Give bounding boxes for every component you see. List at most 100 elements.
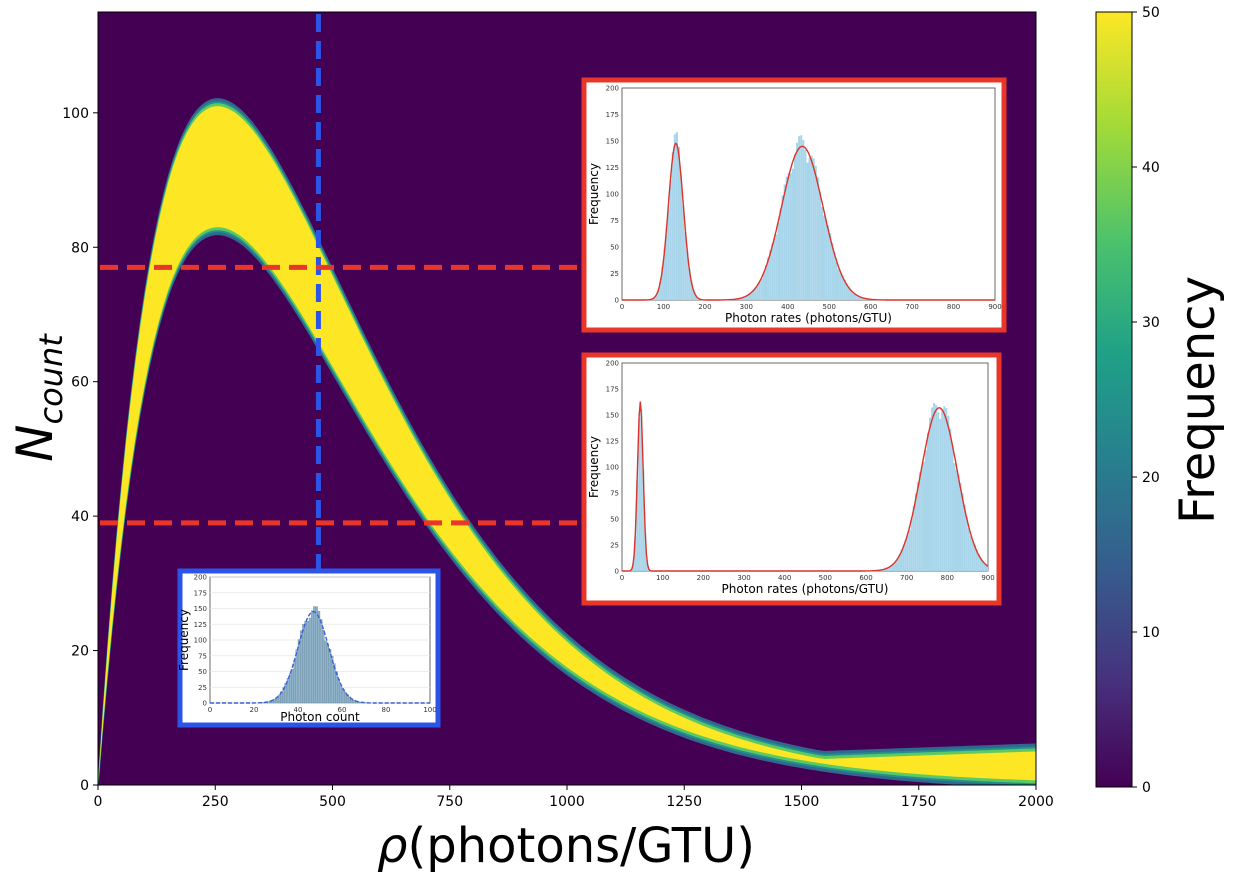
inset-x-tick-label: 600 xyxy=(864,303,877,311)
inset-y-tick-label: 125 xyxy=(194,621,207,629)
inset-y-tick-label: 75 xyxy=(198,652,207,660)
inset-histogram-bar xyxy=(324,640,327,704)
inset-histogram-bar xyxy=(983,564,986,571)
inset-histogram-bar xyxy=(661,266,664,300)
inset-x-tick-label: 700 xyxy=(900,574,913,582)
inset-histogram-bar xyxy=(754,286,757,300)
x-tick-label: 1750 xyxy=(901,794,937,810)
heatmap-band-layer-3 xyxy=(98,106,1036,785)
inset-histogram-bar xyxy=(806,162,809,300)
inset-histogram-bar xyxy=(692,289,695,300)
y-tick-label: 40 xyxy=(71,509,89,525)
colorbar-tick-label: 40 xyxy=(1142,160,1160,176)
inset-histogram-bar xyxy=(777,222,780,300)
inset-blue: 0 20 40 60 80 100 0 25 50 75 100 125 150 175 200 Photon… xyxy=(177,568,441,728)
colorbar: 0 10 20 30 40 50 Frequency xyxy=(1095,5,1226,796)
inset-histogram-bar xyxy=(798,136,801,300)
inset-y-label: Frequency xyxy=(587,163,601,225)
inset-histogram-bar xyxy=(769,250,772,300)
y-tick-label: 80 xyxy=(71,240,89,256)
inset-histogram-bar xyxy=(849,290,853,300)
heatmap-band-layer-2 xyxy=(98,103,1036,785)
inset-histogram-bar xyxy=(947,415,950,571)
inset-histogram-bar xyxy=(835,261,838,300)
inset-fit-curve xyxy=(622,142,995,301)
inset-histogram-bar xyxy=(284,682,288,704)
inset-histogram-bar xyxy=(852,292,855,300)
inset-histogram-bar xyxy=(744,296,747,300)
inset-histogram-bar xyxy=(335,671,338,704)
inset-x-tick-label: 500 xyxy=(823,303,836,311)
inset-histogram-bar xyxy=(886,567,889,571)
inset-histogram-bar xyxy=(750,291,753,300)
inset-histogram-bar xyxy=(752,289,755,300)
inset-histogram-bar xyxy=(820,206,824,300)
inset-y-tick-label: 75 xyxy=(610,217,619,225)
inset-histogram-bar xyxy=(963,504,966,571)
inset-x-tick-label: 200 xyxy=(698,303,711,311)
inset-histogram-bar xyxy=(831,242,834,300)
inset-x-tick-label: 900 xyxy=(981,574,994,582)
inset-histogram-bar xyxy=(640,408,643,571)
inset-histogram-bar xyxy=(837,269,840,300)
inset-histogram-bar xyxy=(300,630,303,704)
inset-histogram-bar xyxy=(785,176,788,300)
y-tick-label: 60 xyxy=(71,375,89,391)
inset-histogram-bar xyxy=(908,529,911,571)
inset-histogram-bar xyxy=(985,565,988,571)
inset-histogram-bar xyxy=(808,157,811,300)
inset-histogram-bar xyxy=(854,294,857,300)
inset-histogram-bar xyxy=(665,228,668,300)
inset-histogram-bar xyxy=(339,685,343,704)
x-tick-label: 1250 xyxy=(666,794,702,810)
inset-x-tick-label: 900 xyxy=(988,303,1001,311)
inset-histogram-bar xyxy=(655,295,658,300)
inset-histogram-bar xyxy=(315,606,318,704)
inset-histogram-bar xyxy=(957,474,960,571)
inset-histogram-bar xyxy=(677,146,681,300)
inset-histogram-bar xyxy=(916,481,919,571)
inset-histogram-bar xyxy=(802,140,805,300)
inset-histogram-bar xyxy=(839,272,842,300)
inset-y-tick-label: 150 xyxy=(194,605,207,613)
inset-histogram-bar xyxy=(675,132,678,300)
inset-histogram-bar xyxy=(959,482,962,571)
inset-y-tick-label: 50 xyxy=(610,516,619,524)
inset-histogram-bar xyxy=(319,619,323,704)
inset-y-tick-label: 175 xyxy=(194,589,207,597)
x-tick-label: 1000 xyxy=(549,794,585,810)
heatmap-band-layer-1 xyxy=(98,101,1036,785)
inset-histogram-bar xyxy=(696,297,699,300)
inset-y-tick-label: 25 xyxy=(198,684,207,692)
inset-histogram-bar xyxy=(688,267,691,300)
inset-y-tick-label: 0 xyxy=(615,568,619,576)
inset-histogram-bar xyxy=(896,558,899,571)
inset-histogram-bar xyxy=(742,297,745,300)
inset-y-tick-label: 25 xyxy=(610,542,619,550)
inset-histogram-bar xyxy=(955,469,958,571)
inset-histogram-bar xyxy=(929,417,932,571)
inset-x-tick-label: 200 xyxy=(697,574,710,582)
inset-histogram-bar xyxy=(789,173,792,300)
inset-histogram-bar xyxy=(933,403,936,571)
inset-histogram-bar xyxy=(833,252,836,300)
inset-x-label: Photon rates (photons/GTU) xyxy=(725,311,892,325)
inset-histogram-bar xyxy=(920,465,923,571)
y-tick-label: 20 xyxy=(71,644,89,660)
inset-histogram-bar xyxy=(758,281,761,300)
inset-histogram-bar xyxy=(748,293,751,300)
inset-y-tick-label: 150 xyxy=(606,138,619,146)
inset-histogram-bar xyxy=(912,506,915,571)
inset-x-tick-label: 100 xyxy=(656,574,669,582)
inset-fit-curve xyxy=(210,610,430,704)
inset-histogram-bar xyxy=(313,606,316,704)
inset-y-tick-label: 25 xyxy=(610,270,619,278)
inset-x-tick-label: 800 xyxy=(941,574,954,582)
inset-histogram-bar xyxy=(767,257,770,300)
inset-upper-red: 0 100 200 300 400 500 600 700 800 900 0 25 50 75 100 12… xyxy=(581,77,1007,333)
inset-histogram-bar xyxy=(781,195,784,300)
x-tick-label: 0 xyxy=(94,794,103,810)
inset-histogram-bar xyxy=(791,168,794,300)
inset-histogram-bar xyxy=(663,248,666,300)
inset-histogram-bar xyxy=(333,663,336,704)
